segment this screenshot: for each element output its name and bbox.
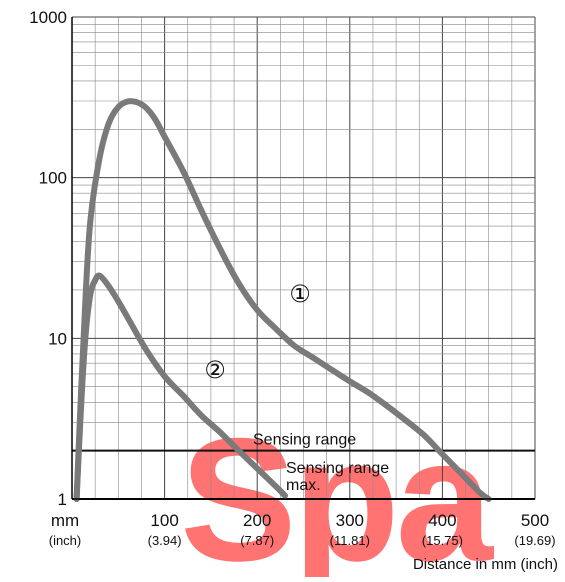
watermark: Spa	[180, 403, 499, 582]
series-1-line	[73, 98, 492, 502]
x-tick-sublabel: (3.94)	[148, 533, 182, 548]
x-tick-label: 300	[336, 511, 364, 530]
x-tick-sublabel: (15.75)	[422, 533, 463, 548]
x-tick-sublabel: (7.87)	[240, 533, 274, 548]
x-tick-sublabel: (11.81)	[330, 533, 370, 548]
x-tick-label: 200	[243, 511, 271, 530]
y-tick-label: 1	[58, 490, 67, 509]
sensing-range-max-label-line: max.	[286, 477, 321, 494]
y-tick-label: 100	[39, 169, 67, 188]
x-tick-label: 100	[150, 511, 178, 530]
series-2-marker: ②	[204, 357, 226, 384]
sensing-range-max-label: Sensing range max.	[286, 460, 389, 494]
x-tick-label: 400	[428, 511, 456, 530]
y-tick-label: 10	[48, 329, 67, 348]
series: ①②	[73, 98, 492, 502]
watermark-text: Spa	[180, 403, 495, 577]
y-tick-label: 1000	[29, 8, 67, 27]
x-axis-title: Distance in mm (inch)	[413, 556, 558, 573]
sensing-range-label: Sensing range	[253, 432, 356, 449]
x-unit-label: mm	[51, 511, 79, 530]
x-tick-sublabel: (19.69)	[514, 533, 555, 548]
series-2-line	[73, 272, 288, 502]
x-unit-label-secondary: (inch)	[49, 533, 82, 548]
x-tick-label: 500	[521, 511, 549, 530]
grid	[71, 16, 536, 500]
axes: 1 10 100 1000 100 (3.94) 200 (7.87) 300 (11.81) 40…	[29, 8, 558, 573]
sensing-range-max-label-line: Sensing range	[286, 460, 389, 477]
series-1-marker: ①	[289, 281, 311, 308]
